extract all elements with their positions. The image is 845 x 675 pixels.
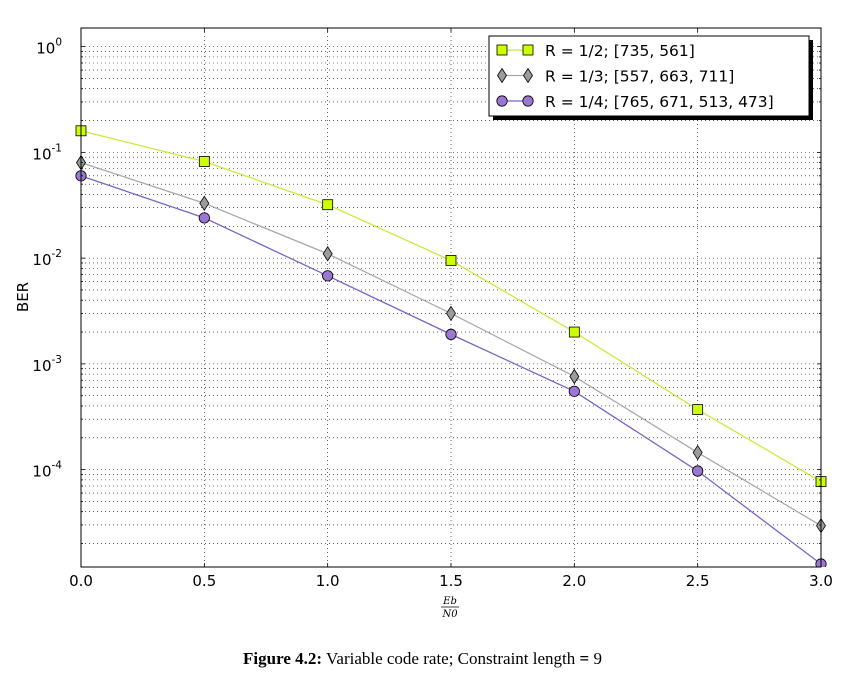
y-tick-label: 10-1: [32, 142, 62, 163]
figure-caption-text: Variable code rate; Constraint length: [322, 649, 580, 668]
legend-marker: [496, 95, 508, 107]
data-point: [199, 195, 210, 212]
data-point: [445, 255, 457, 266]
figure-caption-suffix: 9: [589, 649, 602, 668]
x-axis-label: Eb N0: [441, 596, 459, 620]
legend-box: [488, 35, 810, 117]
y-tick-label: 10-2: [32, 248, 62, 269]
data-point: [692, 444, 703, 461]
x-tick-label: 2.0: [562, 572, 586, 590]
data-point: [568, 385, 580, 397]
legend-label: R = 1/2; [735, 561]: [545, 42, 695, 60]
x-tick-labels: 0.0 0.5 1.0 1.5 2.0 2.5 3.0: [69, 572, 833, 590]
y-tick-label: 10-4: [32, 460, 62, 481]
data-point: [692, 465, 704, 477]
figure-caption: Figure 4.2: Variable code rate; Constrai…: [0, 649, 845, 669]
data-point: [198, 156, 210, 167]
legend-entry-1: R = 1/2; [735, 561]: [496, 42, 695, 60]
x-tick-label: 1.0: [316, 572, 340, 590]
figure-caption-label: Figure 4.2:: [243, 649, 323, 668]
series-group: [75, 125, 827, 567]
tick-marks: [80, 28, 822, 567]
legend: R = 1/2; [735, 561] R = 1/3; [557, 663, 7…: [488, 35, 813, 120]
x-tick-label: 0.0: [69, 572, 93, 590]
legend-marker: [497, 67, 507, 84]
legend-marker: [523, 67, 533, 84]
chart: 0.0 0.5 1.0 1.5 2.0 2.5 3.0 100 10-1 10-2 10-3 10-…: [14, 27, 833, 620]
legend-label: R = 1/3; [557, 663, 711]: [545, 68, 734, 86]
series-2: [76, 154, 826, 534]
data-point: [322, 246, 333, 262]
y-tick-labels: 100 10-1 10-2 10-3 10-4: [32, 37, 62, 481]
legend-entry-3: R = 1/4; [765, 671, 513, 473]: [496, 93, 774, 111]
data-point: [322, 199, 334, 211]
x-tick-label: 2.5: [686, 572, 710, 590]
data-point: [322, 270, 334, 282]
data-point: [445, 328, 457, 340]
legend-marker: [522, 95, 534, 107]
data-point: [568, 326, 580, 338]
data-point: [692, 404, 704, 415]
y-tick-label: 10-3: [32, 354, 62, 375]
x-axis-label-numerator: Eb: [442, 596, 457, 607]
x-tick-label: 3.0: [809, 572, 833, 590]
data-point: [569, 368, 580, 385]
series-3: [75, 170, 827, 567]
legend-marker: [522, 44, 534, 56]
legend-entry-2: R = 1/3; [557, 663, 711]: [497, 67, 734, 86]
legend-entries: R = 1/2; [735, 561] R = 1/3; [557, 663, 7…: [496, 42, 774, 111]
data-point: [446, 305, 456, 322]
x-tick-label: 1.5: [439, 572, 463, 590]
y-axis-label: BER: [14, 282, 32, 312]
y-tick-label: 100: [36, 37, 62, 58]
legend-marker: [496, 44, 508, 56]
data-point: [198, 212, 210, 224]
figure-caption-equals: =: [579, 649, 590, 668]
x-tick-label: 0.5: [192, 572, 216, 590]
legend-label: R = 1/4; [765, 671, 513, 473]: [545, 93, 774, 111]
x-axis-label-denominator: N0: [441, 609, 458, 620]
